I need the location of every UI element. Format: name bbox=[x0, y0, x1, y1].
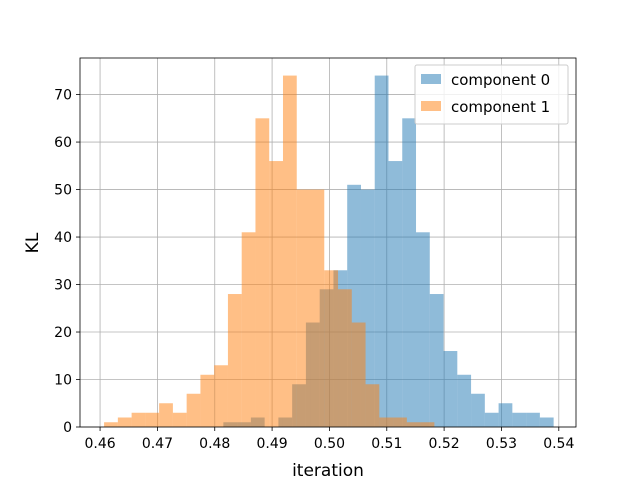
x-tick-label: 0.52 bbox=[429, 436, 460, 452]
x-tick-label: 0.49 bbox=[257, 436, 288, 452]
bar-component-1 bbox=[406, 422, 421, 427]
bar-component-1 bbox=[186, 393, 201, 427]
y-tick-label: 40 bbox=[54, 230, 72, 246]
bar-component-1 bbox=[269, 161, 283, 427]
x-tick-label: 0.47 bbox=[142, 436, 173, 452]
bar-component-1 bbox=[351, 322, 366, 427]
bar-component-1 bbox=[255, 118, 270, 427]
y-tick-label: 70 bbox=[54, 88, 72, 104]
bar-component-1 bbox=[159, 403, 173, 427]
bar-component-1 bbox=[200, 374, 215, 427]
x-axis-ticks: 0.46 0.47 0.48 0.49 0.50 0.51 0.52 0.53 0.54 bbox=[84, 427, 574, 452]
bar-component-1 bbox=[227, 294, 242, 427]
legend-label-component-0: component 0 bbox=[451, 71, 550, 89]
bar-component-0 bbox=[539, 417, 554, 427]
bar-component-0 bbox=[526, 412, 540, 427]
bar-component-1 bbox=[324, 270, 339, 427]
bar-component-0 bbox=[443, 351, 458, 427]
bar-component-1 bbox=[104, 422, 118, 427]
y-tick-label: 20 bbox=[54, 325, 72, 341]
bar-component-0 bbox=[416, 232, 430, 427]
y-axis-label: KL bbox=[23, 232, 43, 253]
y-tick-label: 60 bbox=[54, 135, 72, 151]
bar-component-1 bbox=[117, 417, 132, 427]
bar-component-1 bbox=[393, 417, 407, 427]
bar-component-1 bbox=[282, 75, 297, 428]
x-tick-label: 0.54 bbox=[543, 436, 574, 452]
y-axis-ticks: 0 10 20 30 40 50 60 70 bbox=[54, 88, 80, 436]
bar-component-1 bbox=[338, 289, 352, 427]
histogram-bars bbox=[104, 75, 554, 428]
plot-frame bbox=[79, 57, 577, 428]
legend: component 0 component 1 bbox=[414, 64, 569, 125]
legend-swatch-component-1 bbox=[421, 101, 441, 111]
bar-component-1 bbox=[145, 412, 160, 427]
x-tick-label: 0.48 bbox=[199, 436, 230, 452]
bar-component-1 bbox=[241, 232, 256, 427]
bar-component-0 bbox=[498, 403, 513, 427]
bar-component-1 bbox=[310, 189, 325, 427]
bar-component-0 bbox=[471, 393, 485, 427]
x-tick-label: 0.53 bbox=[486, 436, 517, 452]
bar-component-0 bbox=[512, 412, 527, 427]
bar-component-0 bbox=[484, 412, 499, 427]
x-tick-label: 0.50 bbox=[314, 436, 345, 452]
bar-component-0 bbox=[429, 294, 444, 427]
bar-component-1 bbox=[172, 412, 187, 427]
x-tick-label: 0.51 bbox=[371, 436, 402, 452]
bar-component-0 bbox=[388, 161, 403, 427]
bar-component-1 bbox=[420, 422, 435, 427]
legend-label-component-1: component 1 bbox=[451, 98, 550, 116]
bar-component-0 bbox=[402, 118, 417, 427]
legend-frame bbox=[414, 64, 569, 125]
bar-component-1 bbox=[131, 412, 146, 427]
y-tick-label: 30 bbox=[54, 278, 72, 294]
y-tick-label: 50 bbox=[54, 183, 72, 199]
x-tick-label: 0.46 bbox=[84, 436, 115, 452]
bar-component-1 bbox=[379, 417, 394, 427]
y-tick-label: 0 bbox=[63, 420, 72, 436]
bar-component-0 bbox=[457, 374, 472, 427]
y-tick-label: 10 bbox=[54, 373, 72, 389]
bar-component-0 bbox=[374, 75, 389, 428]
bar-component-1 bbox=[365, 384, 380, 427]
bar-component-1 bbox=[214, 365, 228, 427]
x-axis-label: iteration bbox=[292, 461, 364, 480]
bar-component-1 bbox=[296, 189, 311, 427]
legend-swatch-component-0 bbox=[421, 74, 441, 84]
